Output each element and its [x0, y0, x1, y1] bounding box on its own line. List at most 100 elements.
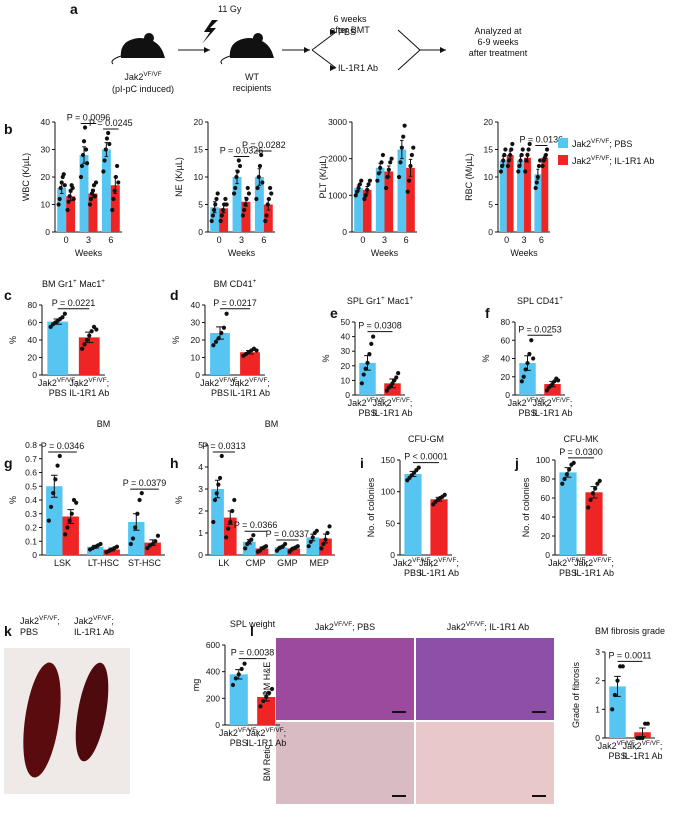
y-tick-label: 4	[198, 462, 203, 472]
data-point	[269, 686, 275, 692]
data-point	[509, 147, 514, 152]
x-axis-label: Weeks	[371, 248, 399, 258]
data-point	[560, 481, 565, 486]
data-point	[106, 130, 111, 136]
p-value: P = 0.0379	[123, 478, 167, 488]
chart-title: SPL Gr1+ Mac1+	[347, 295, 413, 306]
data-point	[499, 163, 505, 169]
y-tick-label: 0	[195, 370, 200, 380]
superscript: VF/VF	[392, 397, 410, 404]
data-point	[231, 191, 237, 196]
text-span: Jak2	[315, 622, 334, 632]
panel-letter: b	[4, 121, 13, 137]
panel-letter: d	[170, 287, 179, 303]
data-point	[92, 194, 98, 199]
y-tick-label: 0	[545, 550, 550, 560]
y-tick-label: 0	[198, 550, 203, 560]
bar	[609, 686, 626, 738]
data-point	[519, 379, 524, 384]
histology-header: Jak2VF/VF; IL-1R1 Ab	[447, 621, 529, 632]
x-tick-label: Jak2VF/VF;	[419, 557, 459, 568]
bar	[375, 167, 385, 232]
data-point	[544, 147, 550, 152]
bar	[232, 177, 242, 232]
data-point	[416, 465, 421, 470]
x-tick-label: IL-1R1 Ab	[372, 408, 412, 418]
bar	[229, 674, 248, 725]
panel-letter: i	[360, 455, 364, 471]
text-span: ;	[611, 558, 614, 568]
data-point	[245, 185, 250, 191]
data-point	[230, 508, 235, 514]
data-point	[402, 123, 407, 128]
superscript: +	[381, 295, 385, 302]
text-span: ;	[107, 378, 110, 388]
bar	[519, 363, 536, 395]
y-tick-label: 150	[381, 455, 395, 465]
bar	[57, 188, 67, 232]
data-point	[258, 704, 263, 709]
data-point	[104, 136, 110, 141]
text-span: ;	[237, 378, 240, 388]
data-point	[365, 360, 370, 365]
text-span: Jak2	[200, 378, 219, 388]
data-point	[243, 546, 248, 551]
bar	[241, 201, 251, 232]
bar	[406, 167, 415, 232]
connector	[397, 29, 421, 51]
x-axis-label: Weeks	[75, 248, 103, 258]
superscript: VF/VF	[249, 377, 267, 384]
x-tick-label: IL-1R1 Ab	[532, 408, 572, 418]
arrow-head	[330, 29, 336, 35]
chart-title: SPL weight	[230, 619, 276, 629]
mouse-ear	[253, 33, 263, 43]
superscript: VF/VF	[39, 615, 57, 622]
y-tick-label: 30	[41, 145, 51, 155]
p-value: P = 0.0253	[518, 324, 562, 334]
bar	[254, 177, 264, 232]
x-tick-label: Jak2VF/VF;	[393, 557, 433, 568]
data-point	[386, 167, 391, 172]
data-point	[442, 492, 447, 497]
data-point	[267, 185, 273, 191]
data-point	[233, 676, 238, 681]
superscript: VF/VF	[93, 615, 111, 622]
bar	[362, 189, 372, 232]
data-point	[409, 152, 414, 158]
bar	[128, 522, 145, 555]
bar	[359, 362, 376, 395]
data-point	[529, 338, 534, 343]
data-point	[525, 152, 530, 158]
text-span: Jak2	[623, 741, 642, 751]
y-tick-label: 5	[198, 440, 203, 450]
data-point	[310, 535, 315, 540]
text-span: Jak2	[20, 616, 39, 626]
y-axis-label: %	[171, 336, 181, 344]
text-span: ;	[111, 616, 114, 626]
data-point	[367, 178, 373, 183]
data-point	[394, 375, 399, 380]
data-point	[396, 174, 402, 180]
data-point	[145, 546, 150, 551]
superscript: VF/VF	[527, 397, 545, 404]
data-point	[261, 698, 266, 704]
superscript: VF/VF	[593, 557, 611, 564]
y-tick-label: 0	[345, 390, 350, 400]
y-axis-label: NE (K/µL)	[174, 157, 184, 197]
panel-letter: e	[330, 305, 338, 321]
bar	[384, 171, 394, 232]
superscript: VF/VF	[412, 557, 430, 564]
y-tick-label: 200	[206, 693, 220, 703]
data-point	[363, 366, 368, 371]
x-tick-label: 3	[382, 235, 387, 245]
data-point	[110, 207, 115, 213]
p-value: P = 0.0337	[266, 529, 310, 539]
data-point	[405, 189, 410, 194]
data-point	[383, 185, 389, 191]
x-tick-label: Jak2VF/VF;	[533, 397, 573, 408]
data-point	[80, 346, 85, 351]
chart-title: BM Gr1+ Mac1+	[42, 278, 105, 289]
data-point	[53, 477, 58, 482]
data-point	[408, 163, 413, 169]
